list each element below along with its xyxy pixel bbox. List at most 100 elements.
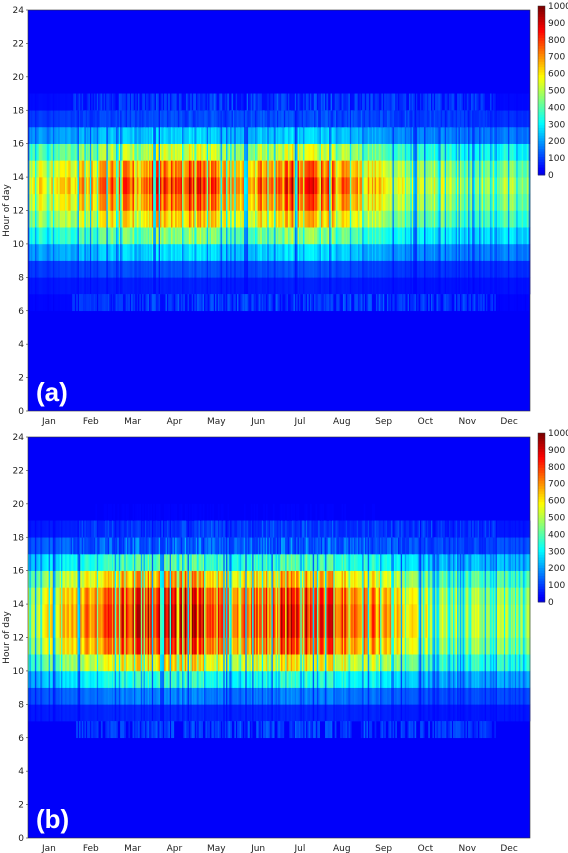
heatmap-cell: [150, 160, 153, 178]
heatmap-cell: [227, 126, 230, 144]
heatmap-cell: [385, 177, 388, 195]
heatmap-cell: [356, 227, 359, 245]
heatmap-cell: [52, 143, 55, 161]
heatmap-cell: [410, 110, 413, 128]
heatmap-cell: [345, 177, 348, 195]
heatmap-cell: [371, 260, 374, 278]
heatmap-cell: [480, 193, 483, 211]
heatmap-cell: [470, 227, 473, 245]
heatmap-cell: [40, 243, 43, 261]
heatmap-cell: [188, 260, 191, 278]
heatmap-cell: [451, 160, 454, 178]
heatmap-cell: [385, 294, 388, 312]
heatmap-cell: [342, 294, 345, 312]
heatmap-cell: [347, 260, 349, 278]
heatmap-cell: [147, 260, 150, 278]
heatmap-cell: [80, 110, 82, 128]
heatmap-cell: [198, 160, 201, 178]
heatmap-cell: [436, 277, 439, 295]
heatmap-cell: [96, 277, 99, 295]
heatmap-cell: [124, 227, 126, 245]
heatmap-cell: [73, 210, 76, 228]
heatmap-cell: [173, 210, 176, 228]
heatmap-cell: [268, 126, 271, 144]
heatmap-cell: [47, 110, 49, 128]
heatmap-cell: [417, 243, 419, 261]
heatmap-cell: [392, 210, 395, 228]
heatmap-cell: [133, 294, 136, 312]
heatmap-cell: [78, 294, 81, 312]
heatmap-cell: [204, 277, 206, 295]
heatmap-cell: [166, 243, 169, 261]
heatmap-cell: [318, 243, 320, 261]
heatmap-cell: [183, 143, 186, 161]
heatmap-cell: [450, 227, 452, 245]
heatmap-cell: [333, 210, 336, 228]
heatmap-cell: [231, 177, 234, 195]
heatmap-cell: [437, 210, 440, 228]
heatmap-cell: [171, 227, 173, 245]
heatmap-cell: [69, 143, 71, 161]
heatmap-cell: [447, 160, 450, 178]
heatmap-cell: [186, 227, 188, 245]
heatmap-cell: [72, 294, 74, 312]
heatmap-cell: [147, 110, 150, 128]
heatmap-cell: [477, 277, 480, 295]
heatmap-cell: [298, 143, 301, 161]
heatmap-cell: [465, 210, 468, 228]
heatmap-cell: [227, 177, 230, 195]
heatmap-cell: [164, 93, 166, 111]
heatmap-cell: [139, 210, 142, 228]
heatmap-cell: [87, 177, 89, 195]
heatmap-cell: [47, 227, 49, 245]
heatmap-cell: [393, 177, 396, 195]
heatmap-cell: [81, 143, 84, 161]
heatmap-cell: [133, 143, 136, 161]
heatmap-cell: [360, 177, 363, 195]
heatmap-cell: [80, 294, 82, 312]
heatmap-cell: [446, 143, 448, 161]
heatmap-cell: [128, 160, 131, 178]
heatmap-cell: [205, 143, 208, 161]
heatmap-cell: [139, 193, 142, 211]
heatmap-cell: [404, 93, 407, 111]
heatmap-cell: [118, 277, 121, 295]
heatmap-cell: [443, 177, 446, 195]
heatmap-cell: [408, 243, 411, 261]
heatmap-cell: [102, 110, 104, 128]
heatmap-cell: [325, 294, 327, 312]
heatmap-cell: [263, 110, 265, 128]
heatmap-cell: [381, 260, 384, 278]
heatmap-cell: [100, 277, 103, 295]
heatmap-cell: [231, 93, 234, 111]
heatmap-cell: [293, 210, 296, 228]
heatmap-cell: [377, 243, 380, 261]
heatmap-cell: [474, 227, 477, 245]
heatmap-cell: [205, 193, 208, 211]
heatmap-cell: [470, 126, 473, 144]
heatmap-cell: [358, 177, 360, 195]
heatmap-cell: [352, 260, 355, 278]
heatmap-cell: [264, 243, 267, 261]
heatmap-cell: [234, 227, 237, 245]
heatmap-cell: [281, 210, 283, 228]
heatmap-cell: [333, 177, 336, 195]
heatmap-cell: [344, 93, 347, 111]
heatmap-cell: [410, 177, 413, 195]
heatmap-cell: [89, 243, 92, 261]
heatmap-cell: [309, 277, 312, 295]
heatmap-cell: [179, 93, 182, 111]
heatmap-cell: [127, 177, 129, 195]
heatmap-cell: [216, 177, 219, 195]
heatmap-cell: [254, 93, 257, 111]
heatmap-cell: [457, 193, 459, 211]
heatmap-cell: [296, 294, 298, 312]
heatmap-cell: [131, 243, 133, 261]
heatmap-cell: [385, 93, 388, 111]
heatmap-cell: [154, 143, 157, 161]
heatmap-cell: [92, 110, 95, 128]
heatmap-cell: [161, 143, 164, 161]
heatmap-cell: [78, 126, 81, 144]
heatmap-cell: [249, 227, 252, 245]
heatmap-cell: [40, 210, 43, 228]
